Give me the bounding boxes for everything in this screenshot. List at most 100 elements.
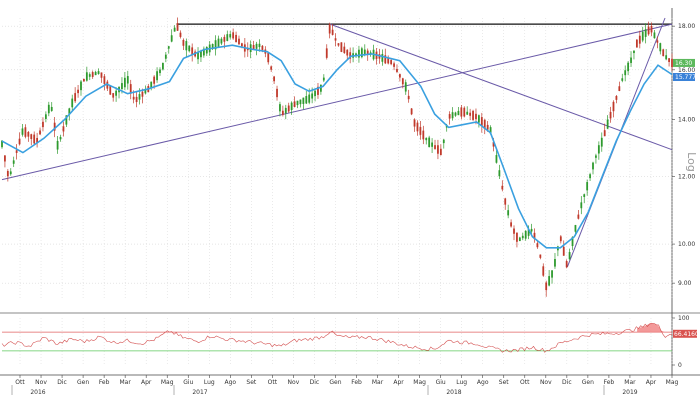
candle-body bbox=[472, 110, 474, 120]
x-tick-label: Feb bbox=[99, 379, 110, 386]
candle-body bbox=[542, 266, 545, 276]
candle-body bbox=[638, 35, 641, 44]
price-panel bbox=[1, 17, 673, 297]
candle-body bbox=[238, 38, 240, 45]
x-tick-label: Feb bbox=[351, 379, 362, 386]
candle-body bbox=[241, 43, 243, 47]
candle-body bbox=[252, 44, 255, 50]
x-tick-label: Apr bbox=[141, 379, 152, 386]
candle-body bbox=[477, 115, 480, 123]
candle-body bbox=[191, 47, 194, 55]
candle-body bbox=[302, 97, 305, 104]
candle-body bbox=[521, 235, 524, 239]
candle-body bbox=[586, 182, 589, 191]
candle-body bbox=[568, 252, 571, 260]
candle-body bbox=[103, 76, 106, 84]
candle-body bbox=[574, 225, 577, 232]
price-tick-label: 14.00 bbox=[678, 116, 695, 123]
candle-body bbox=[62, 126, 65, 132]
candle-body bbox=[349, 52, 352, 59]
candle-body bbox=[135, 96, 138, 103]
candle-body bbox=[205, 47, 208, 54]
candle-body bbox=[583, 194, 586, 197]
price-tick-label: 18.00 bbox=[678, 23, 695, 30]
x-tick-label: Mar bbox=[372, 379, 384, 386]
candle-body bbox=[624, 70, 627, 76]
candle-body bbox=[366, 50, 369, 55]
candle-body bbox=[466, 111, 469, 115]
candle-body bbox=[279, 104, 281, 112]
candle-body bbox=[419, 127, 422, 135]
candle-body bbox=[480, 117, 483, 127]
candle-body bbox=[592, 162, 594, 170]
trendline bbox=[1, 23, 673, 181]
candle-body bbox=[126, 76, 129, 84]
y-axis-label: Log bbox=[685, 152, 698, 172]
candle-body bbox=[343, 46, 346, 54]
candle-body bbox=[595, 155, 597, 158]
candle-body bbox=[355, 53, 357, 56]
candle-body bbox=[609, 111, 612, 119]
candle-body bbox=[270, 66, 273, 70]
candle-body bbox=[425, 137, 428, 141]
candle-body bbox=[12, 160, 15, 164]
candle-body bbox=[331, 29, 334, 35]
candle-body bbox=[56, 140, 59, 150]
candle-body bbox=[47, 104, 50, 114]
x-tick-label: Mag bbox=[161, 379, 174, 386]
candle-body bbox=[413, 119, 416, 127]
rsi-tick-label: 0 bbox=[678, 362, 682, 369]
candle-body bbox=[255, 43, 258, 49]
candle-body bbox=[647, 26, 650, 35]
trendline bbox=[329, 23, 673, 151]
candle-body bbox=[15, 150, 18, 153]
candle-body bbox=[85, 72, 88, 81]
candle-body bbox=[589, 174, 591, 179]
x-tick-label: Mag bbox=[666, 379, 679, 386]
x-tick-label: Nov bbox=[540, 379, 552, 386]
price-tick-label: 12.00 bbox=[678, 173, 695, 180]
x-tick-label: Giu bbox=[183, 379, 193, 386]
candle-body bbox=[428, 137, 431, 148]
candle-body bbox=[448, 114, 451, 119]
candle-body bbox=[439, 148, 442, 155]
candle-body bbox=[600, 137, 603, 147]
candle-body bbox=[390, 60, 393, 65]
candle-body bbox=[442, 139, 445, 144]
candle-body bbox=[483, 119, 486, 130]
candle-body bbox=[650, 25, 653, 33]
price-tick-label: 10.00 bbox=[678, 241, 695, 248]
candle-body bbox=[173, 27, 176, 32]
candle-body bbox=[185, 41, 188, 51]
year-label: 2018 bbox=[446, 389, 461, 396]
candle-body bbox=[597, 145, 600, 154]
candle-body bbox=[138, 94, 141, 100]
candle-body bbox=[410, 108, 413, 115]
grid-layer bbox=[0, 8, 700, 376]
candle-body bbox=[460, 107, 463, 117]
candle-body bbox=[404, 82, 407, 92]
candle-body bbox=[416, 122, 419, 132]
candle-body bbox=[83, 79, 85, 82]
candle-body bbox=[387, 57, 390, 64]
candle-body bbox=[618, 86, 621, 92]
candle-body bbox=[407, 95, 410, 100]
candle-body bbox=[202, 48, 205, 56]
candle-body bbox=[167, 46, 170, 49]
candle-body bbox=[475, 113, 477, 120]
candle-body bbox=[18, 138, 21, 145]
candle-body bbox=[363, 49, 366, 54]
candle-body bbox=[507, 210, 510, 216]
candle-body bbox=[44, 114, 47, 119]
candle-body bbox=[293, 101, 296, 107]
candle-body bbox=[516, 232, 518, 242]
candle-body bbox=[182, 39, 185, 46]
candle-body bbox=[325, 48, 328, 58]
candle-body bbox=[454, 112, 457, 116]
candle-body bbox=[50, 106, 53, 111]
x-tick-label: Giu bbox=[436, 379, 446, 386]
rsi-line bbox=[1, 323, 673, 353]
candle-body bbox=[580, 202, 583, 209]
candle-body bbox=[258, 43, 261, 48]
